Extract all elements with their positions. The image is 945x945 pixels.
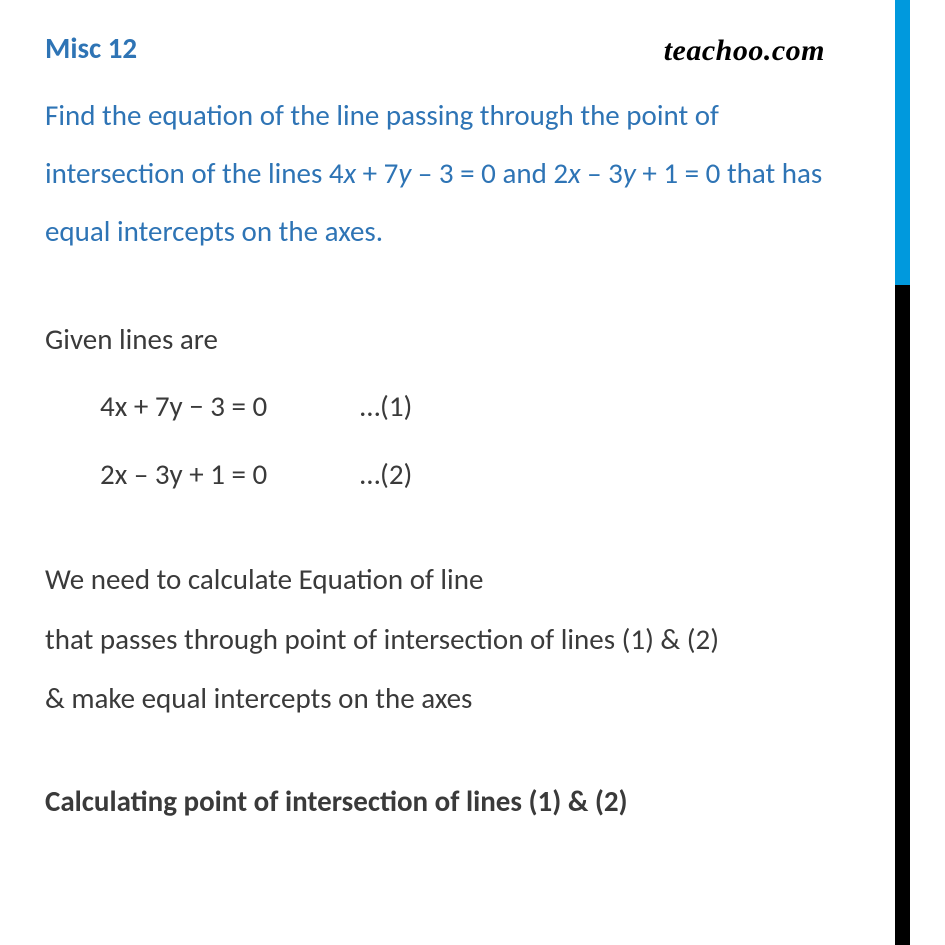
equation-2-row: 2x – 3y + 1 = 0 …(2) (100, 445, 845, 504)
q-line1: Find the equation of the line passing th… (45, 97, 719, 133)
page-content: Misc 12 teachoo.com Find the equation of… (0, 0, 895, 849)
q-plus1: + 1 = 0 that has (636, 155, 822, 191)
equation-2-label: …(2) (360, 445, 412, 504)
q-minus3y: – 3 (581, 155, 623, 191)
equation-2: 2x – 3y + 1 = 0 (100, 445, 360, 504)
explain-line2: that passes through point of intersectio… (45, 610, 845, 669)
site-logo: teachoo.com (664, 34, 825, 68)
header-row: Misc 12 teachoo.com (45, 30, 845, 68)
section-heading: Calculating point of intersection of lin… (45, 783, 845, 819)
q-line2-a: intersection of the lines 4 (45, 155, 344, 191)
var-x-1: x (344, 155, 357, 191)
equation-1-label: …(1) (360, 377, 412, 436)
question-text: Find the equation of the line passing th… (45, 86, 845, 260)
right-margin (910, 0, 945, 945)
var-y-2: y (623, 155, 636, 191)
q-plus7: + 7 (356, 155, 398, 191)
side-bar-blue (895, 0, 910, 285)
q-line3: equal intercepts on the axes. (45, 213, 383, 249)
explain-line1: We need to calculate Equation of line (45, 550, 845, 609)
explain-line3: & make equal intercepts on the axes (45, 669, 845, 728)
equation-1: 4x + 7y − 3 = 0 (100, 377, 360, 436)
given-label: Given lines are (45, 310, 845, 369)
side-bar-black (895, 285, 910, 945)
problem-title: Misc 12 (45, 30, 137, 66)
explanation-block: We need to calculate Equation of line th… (45, 550, 845, 728)
equation-1-row: 4x + 7y − 3 = 0 …(1) (100, 377, 845, 436)
q-minus3: – 3 = 0 and 2 (411, 155, 568, 191)
var-x-2: x (568, 155, 581, 191)
var-y-1: y (398, 155, 411, 191)
